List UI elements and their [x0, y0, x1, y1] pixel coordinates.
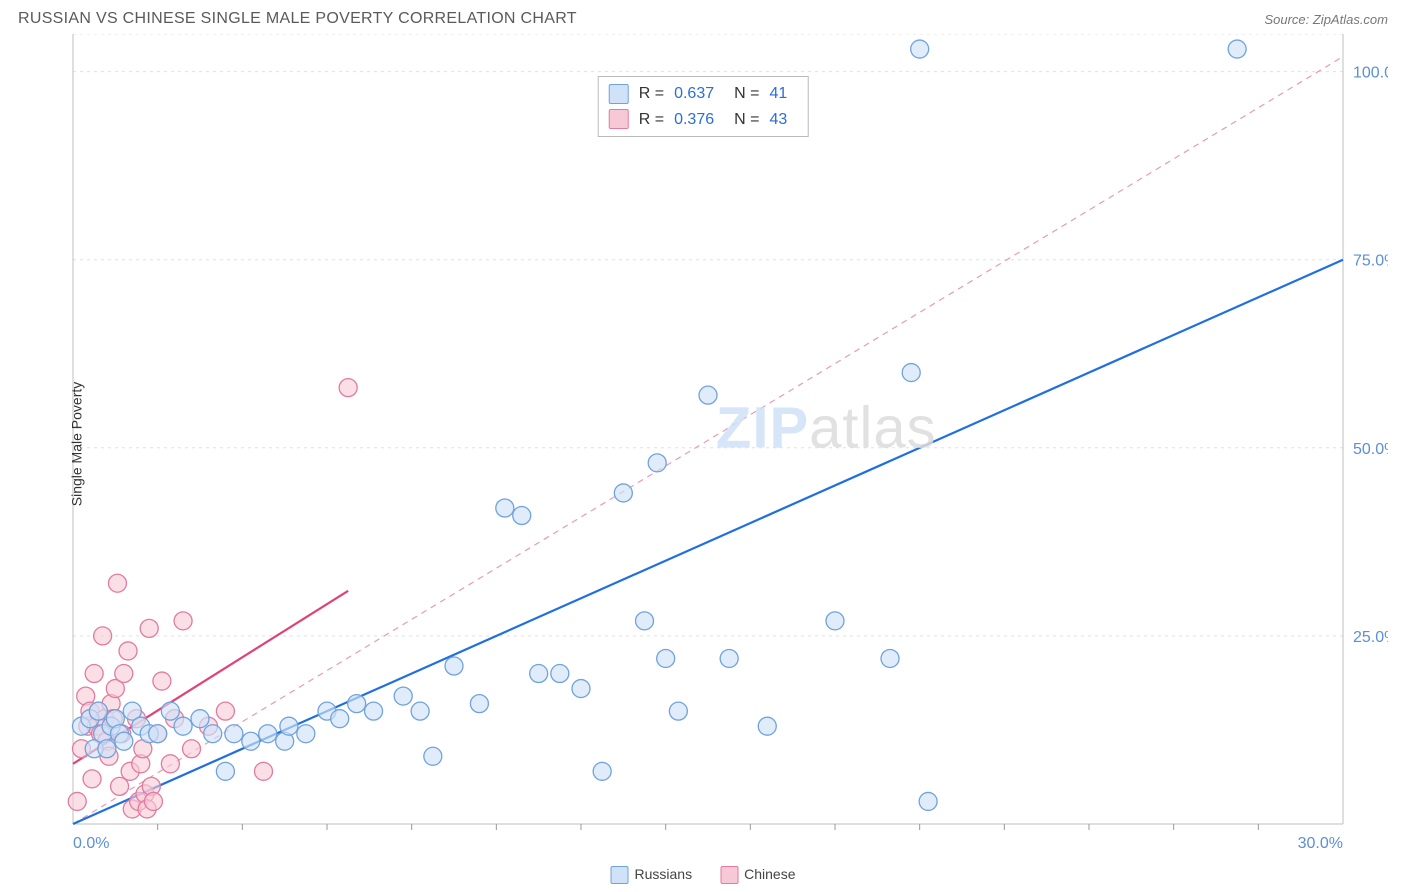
scatter-chart: 25.0% 50.0% 75.0% 100.0% 0.0% 30.0% — [18, 34, 1388, 854]
y-axis-label: Single Male Poverty — [68, 382, 84, 507]
chart-container: Single Male Poverty 25.0% 50.0% 75.0% 100.0… — [18, 34, 1388, 854]
svg-text:50.0%: 50.0% — [1353, 441, 1388, 458]
swatch-chinese — [609, 109, 629, 129]
header: RUSSIAN VS CHINESE SINGLE MALE POVERTY C… — [0, 0, 1406, 34]
svg-text:75.0%: 75.0% — [1353, 253, 1388, 270]
r-label: R = — [639, 81, 664, 107]
n-label: N = — [734, 81, 759, 107]
legend-item-russians: Russians — [611, 866, 693, 884]
r-value-russians: 0.637 — [674, 81, 714, 107]
stats-row-russians: R = 0.637 N = 41 — [609, 81, 798, 107]
legend-bottom: Russians Chinese — [611, 866, 796, 884]
legend-item-chinese: Chinese — [720, 866, 795, 884]
swatch-russians-icon — [611, 866, 629, 884]
legend-label-russians: Russians — [635, 866, 693, 882]
stats-legend-box: R = 0.637 N = 41 R = 0.376 N = 43 — [598, 76, 809, 137]
n-value-chinese: 43 — [769, 107, 787, 133]
svg-text:100.0%: 100.0% — [1353, 65, 1388, 82]
swatch-chinese-icon — [720, 866, 738, 884]
r-label: R = — [639, 107, 664, 133]
svg-text:30.0%: 30.0% — [1298, 835, 1343, 852]
r-value-chinese: 0.376 — [674, 107, 714, 133]
source-label: Source: — [1264, 12, 1312, 27]
swatch-russians — [609, 84, 629, 104]
legend-label-chinese: Chinese — [744, 866, 795, 882]
n-value-russians: 41 — [769, 81, 787, 107]
chart-title: RUSSIAN VS CHINESE SINGLE MALE POVERTY C… — [18, 10, 577, 28]
stats-row-chinese: R = 0.376 N = 43 — [609, 107, 798, 133]
svg-text:0.0%: 0.0% — [73, 835, 109, 852]
source-name: ZipAtlas.com — [1313, 12, 1388, 27]
source-attribution: Source: ZipAtlas.com — [1264, 12, 1388, 27]
n-label: N = — [734, 107, 759, 133]
svg-text:25.0%: 25.0% — [1353, 629, 1388, 646]
